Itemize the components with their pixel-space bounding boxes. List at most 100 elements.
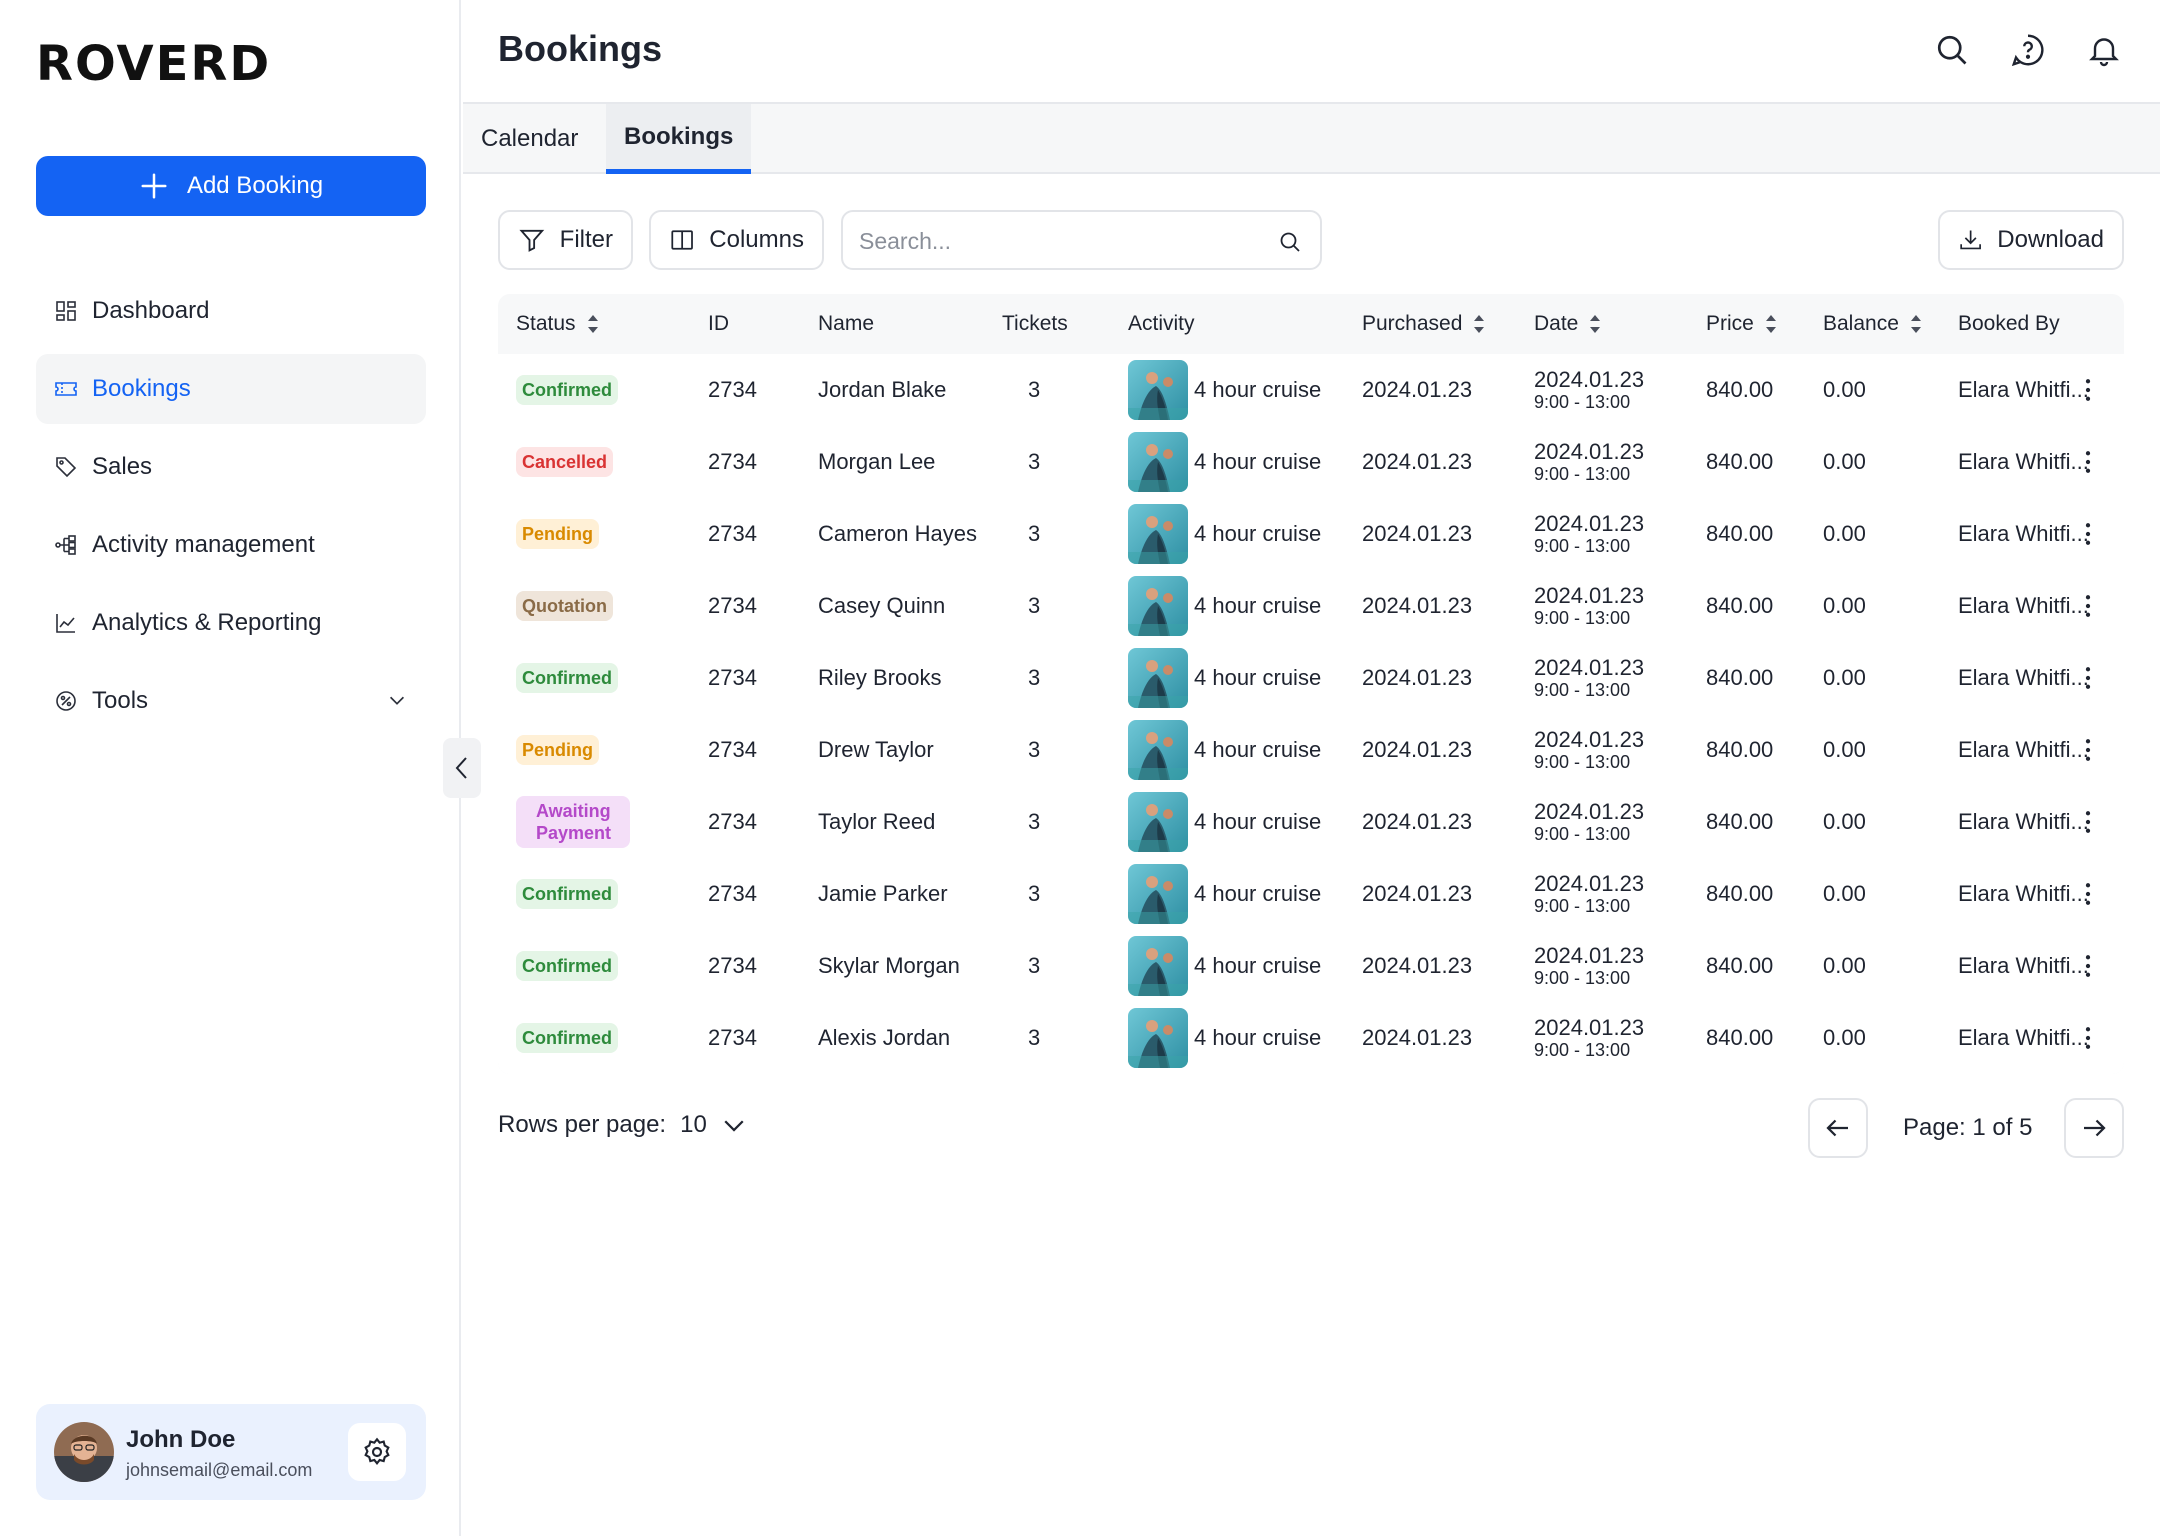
sidebar-item-sales[interactable]: Sales [36, 432, 426, 502]
row-actions-cell [2073, 498, 2103, 570]
columns-button[interactable]: Columns [649, 210, 824, 270]
booking-time: 9:00 - 13:00 [1534, 464, 1631, 485]
avatar[interactable] [54, 1422, 114, 1482]
column-header-date[interactable]: Date [1534, 294, 1602, 354]
date-stack: 2024.01.23 9:00 - 13:00 [1534, 367, 1644, 413]
price-cell: 840.00 [1706, 858, 1773, 930]
more-options-icon[interactable] [2073, 879, 2103, 909]
table-row[interactable]: Cancelled 2734 Morgan Lee 3 4 hour cruise 202… [498, 426, 2124, 498]
page-title: Bookings [498, 28, 663, 69]
activity-thumbnail [1128, 720, 1188, 780]
ticket-count: 3 [1028, 737, 1041, 762]
search-button[interactable] [1934, 32, 1970, 68]
customer-name: Jamie Parker [818, 881, 948, 906]
ticket-count: 3 [1028, 809, 1041, 834]
column-header-status[interactable]: Status [516, 294, 600, 354]
table-row[interactable]: Confirmed 2734 Skylar Morgan 3 4 hour cruise… [498, 930, 2124, 1002]
column-header-purchased[interactable]: Purchased [1362, 294, 1486, 354]
column-header-label: Date [1534, 312, 1579, 335]
activity-cell: 4 hour cruise [1128, 858, 1321, 930]
search-icon [1280, 232, 1300, 252]
table-row[interactable]: Confirmed 2734 Riley Brooks 3 4 hour cruise 2… [498, 642, 2124, 714]
status-cell: Confirmed [516, 930, 618, 1002]
previous-page-button[interactable] [1808, 1098, 1868, 1158]
more-options-icon[interactable] [2073, 735, 2103, 765]
collapse-sidebar-button[interactable] [443, 738, 481, 798]
filter-icon [519, 229, 545, 252]
price-cell: 840.00 [1706, 570, 1773, 642]
help-button[interactable] [2010, 32, 2046, 68]
activity-thumbnail [1128, 1008, 1188, 1068]
price: 840.00 [1706, 809, 1774, 834]
activity-name: 4 hour cruise [1194, 737, 1322, 762]
more-options-icon[interactable] [2073, 591, 2103, 621]
table-row[interactable]: Pending 2734 Cameron Hayes 3 4 hour cruise 20… [498, 498, 2124, 570]
table-row[interactable]: Pending 2734 Drew Taylor 3 4 hour cruise 2024… [498, 714, 2124, 786]
more-options-icon[interactable] [2073, 447, 2103, 477]
sidebar-item-bookings[interactable]: Bookings [36, 354, 426, 424]
tab-calendar[interactable]: Calendar [481, 125, 579, 152]
booking-id: 2734 [708, 1025, 757, 1050]
chevron-down-icon[interactable] [386, 689, 408, 711]
booking-time: 9:00 - 13:00 [1534, 392, 1631, 413]
purchased-date: 2024.01.23 [1362, 953, 1473, 978]
more-options-icon[interactable] [2073, 375, 2103, 405]
purchased-date: 2024.01.23 [1362, 809, 1473, 834]
status-cell: Cancelled [516, 426, 614, 498]
filter-button[interactable]: Filter [498, 210, 633, 270]
column-header-price[interactable]: Price [1706, 294, 1778, 354]
status-cell: Confirmed [516, 1002, 618, 1074]
table-row[interactable]: Confirmed 2734 Jamie Parker 3 4 hour cruise 2… [498, 858, 2124, 930]
booking-time: 9:00 - 13:00 [1534, 752, 1631, 773]
table-row[interactable]: Quotation 2734 Casey Quinn 3 4 hour cruise 20… [498, 570, 2124, 642]
table-row[interactable]: Confirmed 2734 Alexis Jordan 3 4 hour cruise… [498, 1002, 2124, 1074]
more-options-icon[interactable] [2073, 1023, 2103, 1053]
sort-icon [1765, 315, 1776, 333]
date-cell: 2024.01.23 9:00 - 13:00 [1534, 786, 1644, 858]
price: 840.00 [1706, 593, 1774, 618]
table-row[interactable]: Confirmed 2734 Jordan Blake 3 4 hour cruise 2… [498, 354, 2124, 426]
booked-by: Elara Whitfi... [1958, 809, 2089, 834]
sidebar-item-activity-management[interactable]: Activity management [36, 510, 426, 580]
balance: 0.00 [1823, 953, 1866, 978]
column-header-balance[interactable]: Balance [1823, 294, 1923, 354]
sidebar-item-tools[interactable]: Tools [36, 666, 426, 736]
more-options-icon[interactable] [2073, 807, 2103, 837]
column-header-label: Booked By [1958, 312, 2060, 335]
status-badge: Cancelled [516, 447, 614, 477]
settings-button[interactable] [348, 1423, 406, 1481]
sort-icon [1474, 315, 1485, 333]
arrow-left-icon [1826, 1119, 1848, 1137]
rows-per-page-select[interactable]: 10 [680, 1110, 749, 1140]
tools-icon [56, 691, 76, 711]
booked-by: Elara Whitfi... [1958, 377, 2089, 402]
search-input[interactable] [859, 222, 1259, 260]
more-options-icon[interactable] [2073, 663, 2103, 693]
header-divider [463, 102, 2160, 104]
price-cell: 840.00 [1706, 714, 1773, 786]
activity-name: 4 hour cruise [1194, 665, 1322, 690]
more-options-icon[interactable] [2073, 951, 2103, 981]
next-page-button[interactable] [2064, 1098, 2124, 1158]
sidebar-item-dashboard[interactable]: Dashboard [36, 276, 426, 346]
purchased-date: 2024.01.23 [1362, 377, 1473, 402]
tickets-cell: 3 [1028, 930, 1040, 1002]
sidebar-nav: Dashboard Bookings Sales Activity manage… [36, 276, 426, 744]
balance-cell: 0.00 [1823, 1002, 1866, 1074]
sidebar-item-analytics[interactable]: Analytics & Reporting [36, 588, 426, 658]
customer-name: Morgan Lee [818, 449, 936, 474]
date-stack: 2024.01.23 9:00 - 13:00 [1534, 727, 1644, 773]
sort-icon [1590, 315, 1601, 333]
price-cell: 840.00 [1706, 930, 1773, 1002]
roverd-logo: ROVERD [36, 38, 269, 88]
activity-name: 4 hour cruise [1194, 1025, 1322, 1050]
chevron-down-icon [724, 1120, 744, 1132]
add-booking-button[interactable]: Add Booking [36, 156, 426, 216]
search-icon [1937, 35, 1967, 65]
tab-bookings[interactable]: Bookings [606, 104, 752, 174]
rows-per-page: Rows per page: 10 [498, 1110, 749, 1140]
notifications-button[interactable] [2086, 32, 2122, 68]
table-row[interactable]: Awaiting Payment 2734 Taylor Reed 3 4 hour c… [498, 786, 2124, 858]
more-options-icon[interactable] [2073, 519, 2103, 549]
download-button[interactable]: Download [1938, 210, 2124, 270]
